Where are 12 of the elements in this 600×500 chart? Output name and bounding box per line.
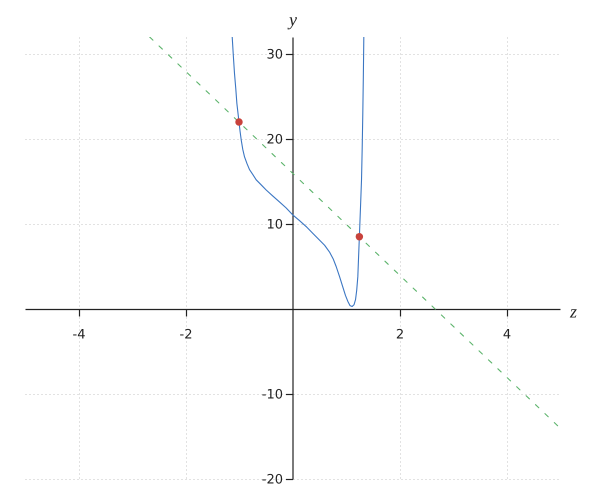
y-tick-label: -10 — [262, 388, 283, 402]
x-tick-label: -4 — [72, 328, 86, 342]
x-tick-label: 4 — [502, 328, 512, 342]
y-tick-label: 30 — [266, 48, 283, 62]
x-axis-title: z — [568, 302, 578, 322]
y-axis-title: y — [287, 10, 297, 30]
y-tick-label: 10 — [266, 218, 283, 232]
x-tick-label: -2 — [180, 328, 192, 342]
y-tick-label: 20 — [266, 132, 283, 148]
x-tick-label: 2 — [396, 328, 404, 342]
y-tick-label: -20 — [262, 472, 283, 488]
line-series — [232, 37, 364, 307]
